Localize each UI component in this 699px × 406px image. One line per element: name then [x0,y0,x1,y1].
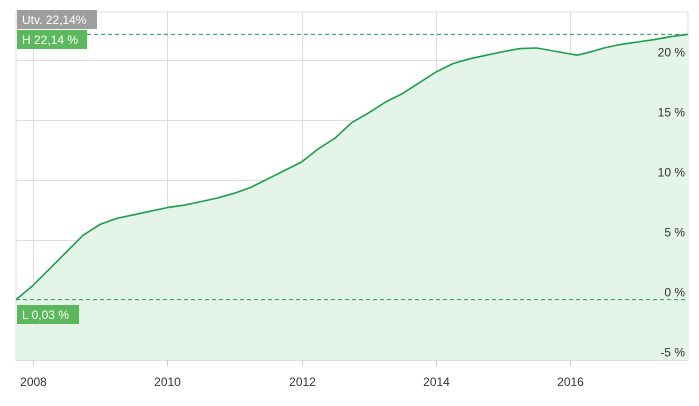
series-line [15,33,689,301]
change-badge [17,10,97,29]
low-badge [17,305,79,324]
y-tick-label: 15 % [658,106,686,120]
y-axis-ticks: 20 % 15 % 10 % 5 % 0 % -5 % [658,46,686,360]
y-tick-label: 5 % [664,226,685,240]
series-area [15,33,689,361]
y-tick-label: 0 % [664,286,685,300]
series-fill [16,34,688,361]
y-tick-label: 20 % [658,46,686,60]
x-tick-label: 2014 [423,375,450,389]
low-badge-label: L 0,03 % [22,308,69,322]
x-tick-label: 2010 [154,375,181,389]
y-tick-label: 10 % [658,166,686,180]
x-axis-ticks: 2008 2010 2012 2014 2016 [20,360,584,389]
x-tick-label: 2016 [557,375,584,389]
y-tick-label: -5 % [660,346,685,360]
x-tick-label: 2012 [289,375,316,389]
high-badge-label: H 22,14 % [22,33,78,47]
high-badge [17,30,87,49]
x-tick-label: 2008 [20,375,47,389]
reference-lines [16,33,688,301]
change-badge-label: Utv. 22,14% [22,13,87,27]
annotation-badges: Utv. 22,14% H 22,14 % L 0,03 % [17,10,97,324]
